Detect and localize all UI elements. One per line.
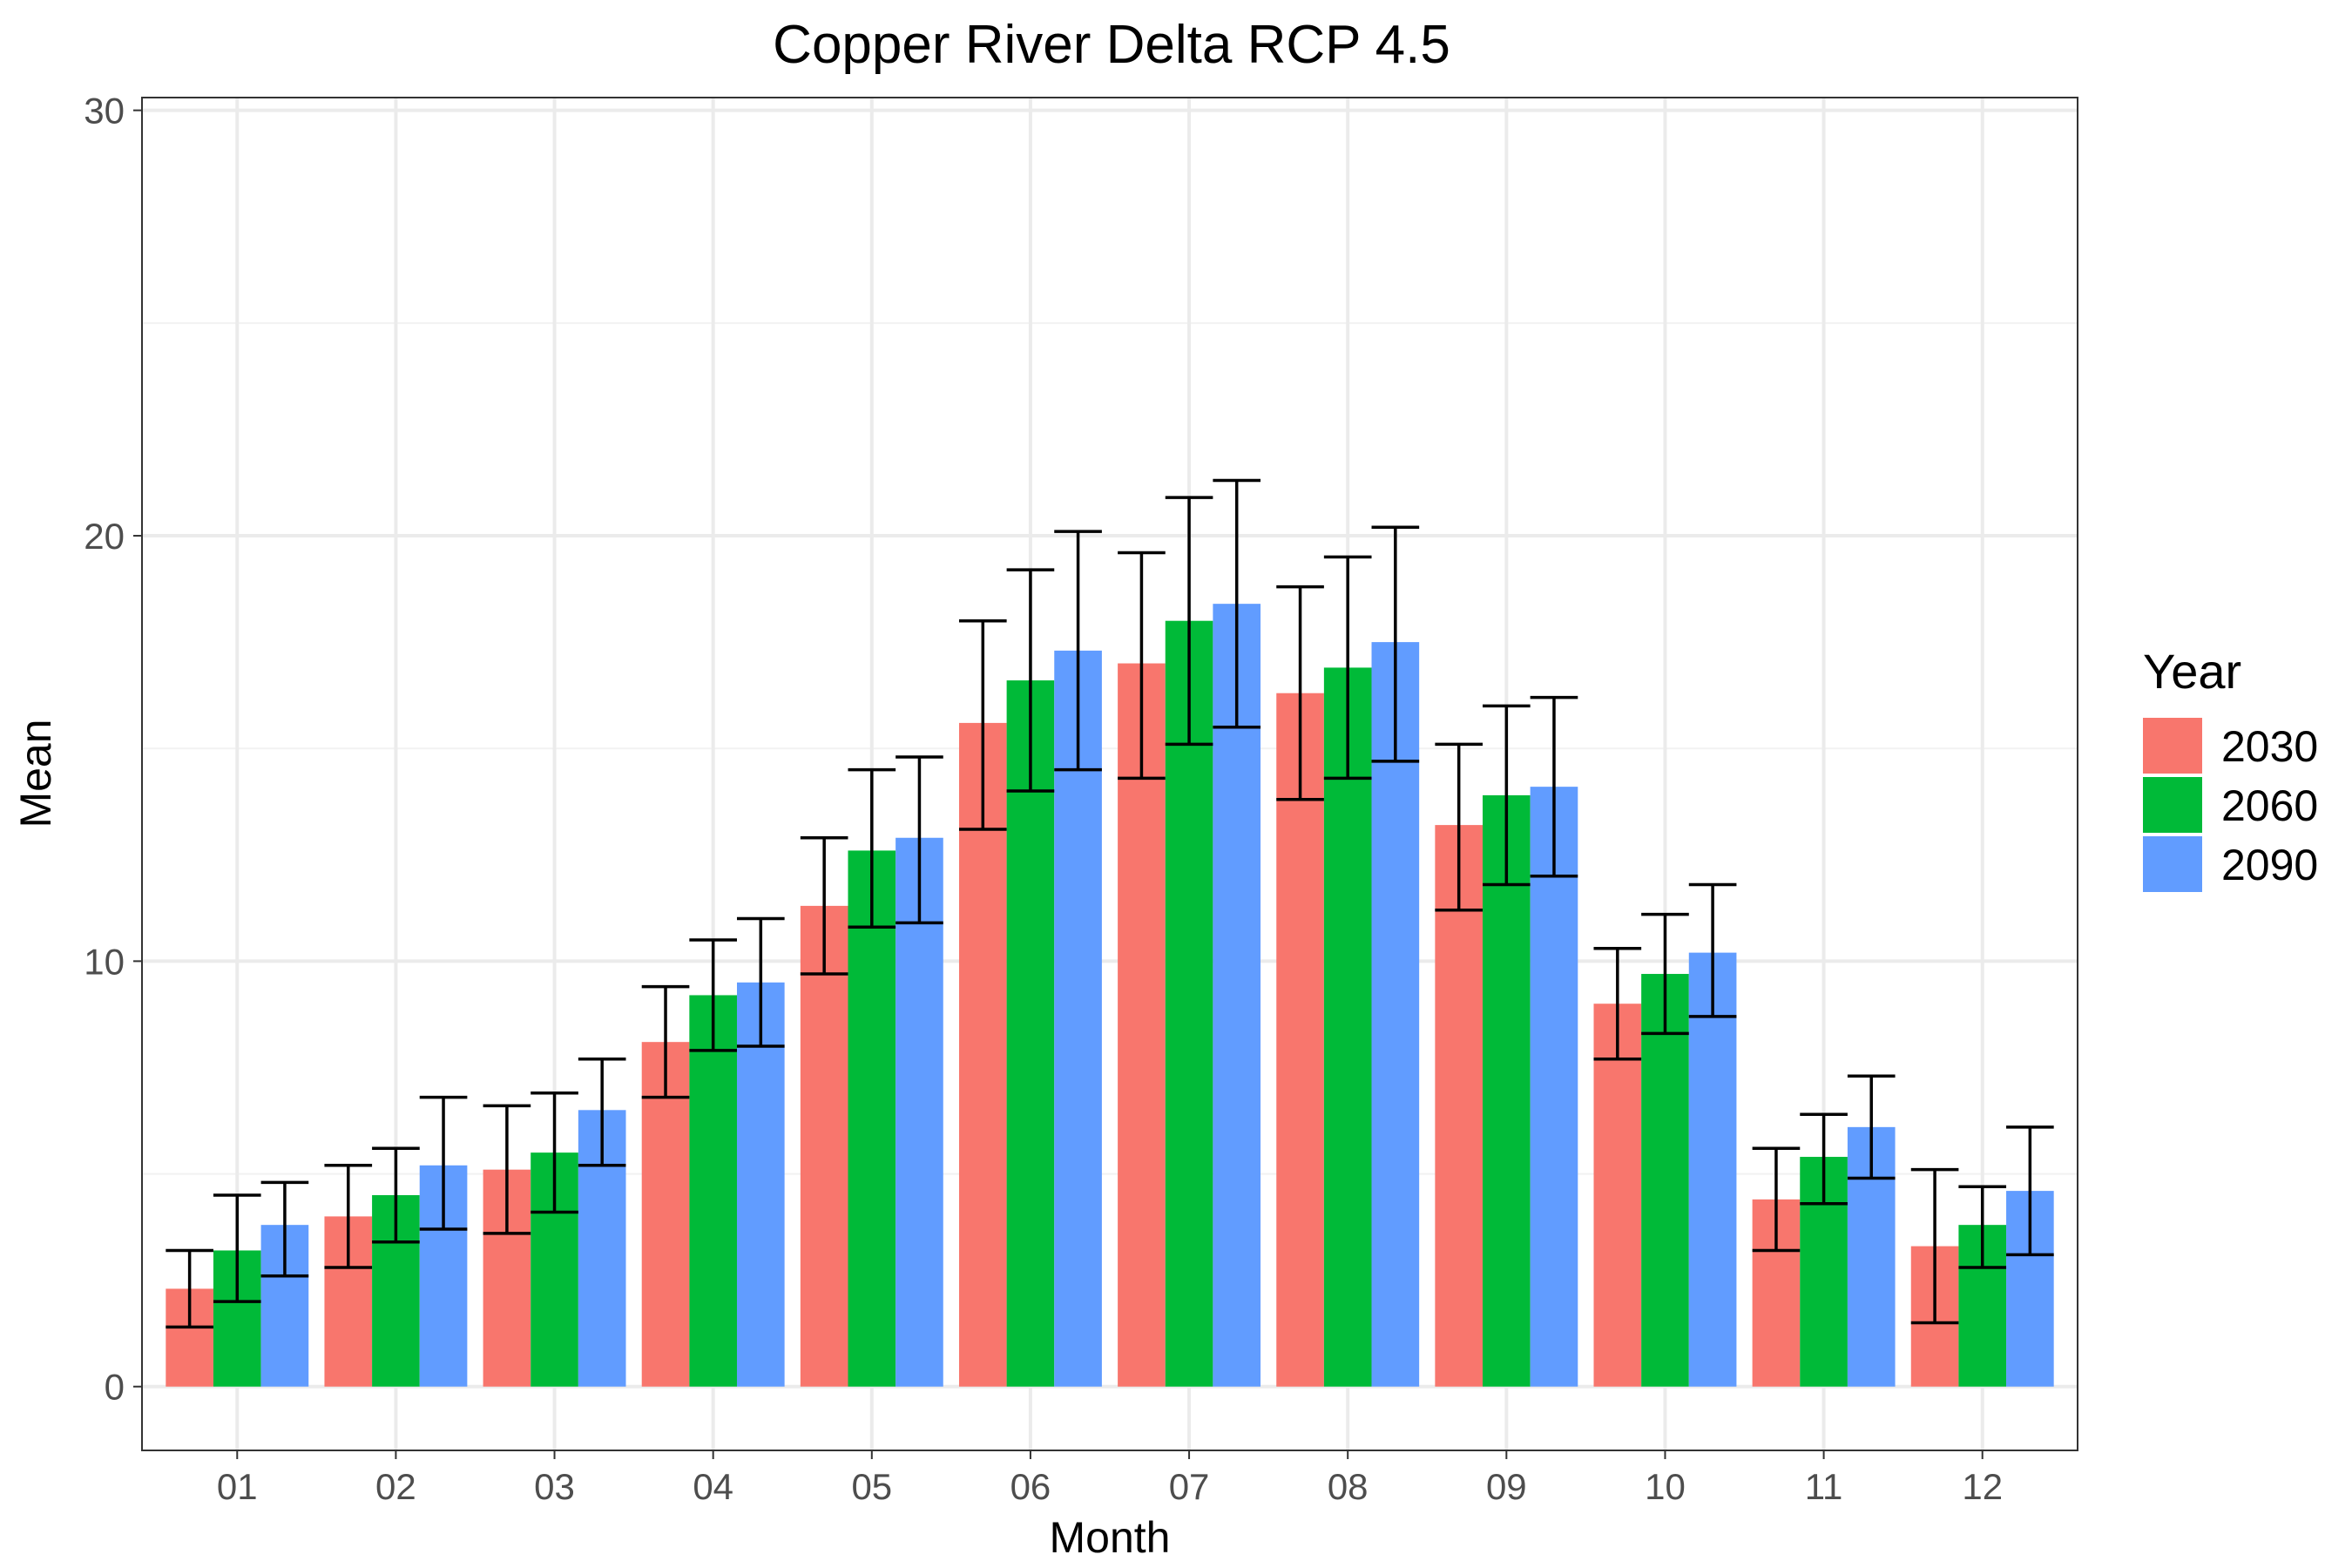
error-bar-2060-08: [1323, 555, 1372, 781]
x-tick-label: 07: [1169, 1466, 1210, 1507]
y-tick-label: 0: [105, 1367, 125, 1408]
legend: Year 2030 2060 2090: [2143, 644, 2318, 892]
x-tick-label: 03: [534, 1466, 575, 1507]
error-bar-2030-11: [1752, 1146, 1801, 1253]
bar-2030-07: [1118, 663, 1166, 1387]
x-tick-label: 04: [693, 1466, 733, 1507]
error-bar-2030-05: [800, 836, 848, 976]
error-bar-2030-04: [641, 984, 690, 1099]
bar-2090-08: [1371, 642, 1420, 1387]
error-bar-2060-02: [372, 1146, 420, 1244]
error-bar-2060-03: [531, 1092, 578, 1214]
x-tick-label: 10: [1645, 1466, 1686, 1507]
legend-key: [2143, 718, 2202, 774]
error-bar-2090-09: [1530, 695, 1578, 878]
legend-label: 2060: [2221, 781, 2318, 830]
error-bar-2030-02: [324, 1164, 373, 1269]
legend-key: [2143, 777, 2202, 833]
x-tick-label: 01: [217, 1466, 258, 1507]
error-bars: [166, 478, 2054, 1329]
x-tick-label: 02: [375, 1466, 416, 1507]
error-bar-2090-12: [2006, 1125, 2054, 1257]
bar-2030-06: [958, 722, 1007, 1387]
error-bar-2030-09: [1435, 742, 1484, 912]
x-tick-label: 11: [1805, 1466, 1843, 1507]
bar-2090-04: [736, 982, 785, 1387]
legend-label: 2090: [2221, 841, 2318, 889]
bar-2090-09: [1530, 787, 1578, 1387]
error-bar-2030-08: [1276, 585, 1324, 801]
error-bar-2060-01: [213, 1193, 261, 1303]
error-bar-2030-12: [1910, 1167, 1959, 1325]
bar-2030-10: [1593, 1004, 1642, 1387]
bar-2060-10: [1641, 974, 1689, 1387]
bar-2090-05: [896, 837, 943, 1387]
bar-2060-09: [1483, 794, 1531, 1387]
error-bar-2090-01: [260, 1180, 309, 1278]
error-bar-2060-07: [1165, 496, 1213, 747]
x-tick-label: 05: [851, 1466, 892, 1507]
error-bar-2090-07: [1213, 478, 1261, 729]
error-bar-2060-04: [689, 938, 737, 1052]
error-bar-2090-06: [1054, 530, 1102, 772]
error-bar-2090-08: [1371, 525, 1420, 763]
bar-2030-09: [1435, 825, 1484, 1387]
bar-2030-05: [800, 905, 848, 1387]
legend-item-2030: 2030: [2143, 718, 2318, 774]
error-bar-2030-06: [958, 618, 1007, 831]
bar-2060-07: [1165, 620, 1213, 1387]
x-tick-label: 09: [1486, 1466, 1527, 1507]
bar-2090-07: [1213, 604, 1261, 1387]
bar-2060-08: [1323, 667, 1372, 1387]
legend-item-2090: 2090: [2143, 836, 2318, 892]
bar-2030-08: [1276, 693, 1324, 1387]
error-bar-2090-05: [896, 755, 943, 925]
error-bar-2090-03: [578, 1057, 626, 1167]
bar-2060-05: [848, 850, 896, 1387]
error-bar-2090-10: [1688, 882, 1737, 1018]
error-bar-2030-07: [1118, 551, 1166, 781]
error-bar-2060-09: [1483, 704, 1531, 887]
x-tick-label: 06: [1010, 1466, 1051, 1507]
x-tick-label: 08: [1328, 1466, 1369, 1507]
x-axis: 01 02 03 04 05 06 07 08 09 10 11 12: [217, 1450, 2003, 1507]
error-bar-2060-10: [1641, 912, 1689, 1036]
chart-title: Copper River Delta RCP 4.5: [773, 15, 1450, 75]
error-bar-2060-05: [848, 767, 896, 929]
error-bar-2090-04: [736, 916, 785, 1048]
bars: [166, 604, 2054, 1387]
error-bar-2060-12: [1958, 1185, 2007, 1269]
y-tick-label: 30: [84, 91, 125, 132]
y-tick-label: 20: [84, 516, 125, 557]
error-bar-2090-11: [1847, 1074, 1896, 1180]
x-axis-title: Month: [1050, 1513, 1171, 1562]
bar-2030-04: [641, 1042, 690, 1387]
plot-panel-border: [141, 97, 2078, 1451]
error-bar-2090-02: [419, 1095, 468, 1231]
legend-key: [2143, 836, 2202, 892]
y-axis-title: Mean: [11, 719, 60, 828]
error-bar-2060-06: [1006, 568, 1055, 793]
legend-label: 2030: [2221, 722, 2318, 771]
legend-item-2060: 2060: [2143, 777, 2318, 833]
error-bar-2060-11: [1800, 1112, 1848, 1206]
y-tick-label: 10: [84, 941, 125, 982]
x-tick-label: 12: [1962, 1466, 2003, 1507]
bar-2090-06: [1054, 650, 1102, 1387]
legend-title: Year: [2143, 644, 2241, 699]
error-bar-2030-10: [1593, 946, 1642, 1061]
bar-2060-04: [689, 995, 737, 1387]
error-bar-2030-03: [483, 1104, 531, 1235]
error-bar-2030-01: [166, 1248, 213, 1329]
bar-2060-06: [1006, 680, 1055, 1387]
y-axis: 0 10 20 30: [84, 91, 142, 1408]
bar-2090-10: [1688, 952, 1737, 1387]
